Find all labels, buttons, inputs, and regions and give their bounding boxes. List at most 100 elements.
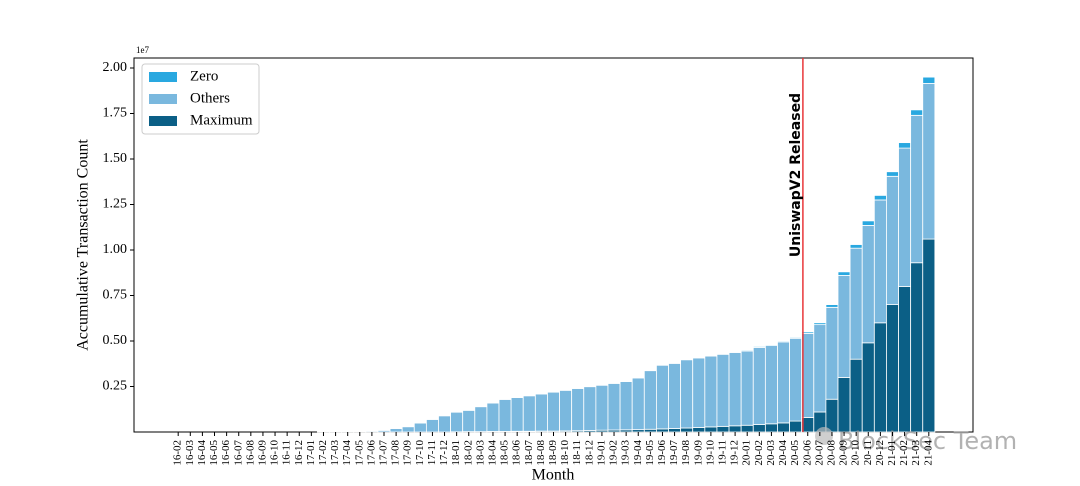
bar-segment bbox=[789, 420, 803, 433]
bar-segment bbox=[692, 427, 706, 433]
x-tick-label: 18-04 bbox=[486, 440, 498, 466]
bar-segment bbox=[668, 362, 682, 364]
x-tick-label: 17-08 bbox=[390, 440, 402, 466]
bar-segment bbox=[837, 377, 851, 433]
bar-segment bbox=[764, 345, 778, 425]
x-tick-label: 21-01 bbox=[886, 440, 898, 466]
y-tick-label: 0.25 bbox=[103, 379, 128, 394]
x-tick-label: 21-02 bbox=[898, 440, 910, 466]
bar-segment bbox=[825, 304, 839, 308]
legend-swatch bbox=[149, 94, 177, 104]
bar-segment bbox=[728, 351, 742, 353]
y-axis-label: Accumulative Transaction Count bbox=[75, 139, 92, 351]
bar-segment bbox=[752, 346, 766, 348]
x-tick-label: 19-01 bbox=[595, 440, 607, 466]
bar-segment bbox=[849, 244, 863, 249]
x-tick-label: 17-11 bbox=[426, 440, 438, 465]
bar-segment bbox=[401, 426, 415, 433]
bar-segment bbox=[450, 411, 464, 433]
x-tick-label: 19-12 bbox=[729, 440, 741, 466]
x-tick-label: 17-02 bbox=[317, 440, 329, 466]
bar-segment bbox=[716, 353, 730, 355]
bar-segment bbox=[886, 171, 899, 177]
bar-segment bbox=[777, 422, 790, 433]
bar-segment bbox=[898, 147, 912, 287]
bar-segment bbox=[607, 382, 621, 384]
x-tick-label: 18-01 bbox=[450, 440, 462, 466]
bar-segment bbox=[619, 381, 633, 431]
bar-segment bbox=[656, 428, 669, 433]
x-tick-label: 19-07 bbox=[668, 440, 680, 466]
bar-segment bbox=[595, 384, 609, 386]
y-tick-label: 0.50 bbox=[103, 333, 128, 348]
bars bbox=[317, 76, 936, 433]
x-tick-label: 17-04 bbox=[341, 440, 353, 466]
bar-segment bbox=[886, 304, 899, 433]
x-axis-label: Month bbox=[532, 467, 575, 484]
x-tick-label: 16-03 bbox=[184, 440, 196, 466]
legend-swatch bbox=[149, 116, 177, 126]
bar-segment bbox=[583, 386, 597, 431]
legend-label: Zero bbox=[190, 68, 218, 84]
bar-segment bbox=[643, 428, 657, 433]
watermark: BlockSec Team bbox=[838, 427, 1017, 455]
x-tick-label: 16-11 bbox=[281, 440, 293, 465]
bar-segment bbox=[680, 358, 694, 361]
y-offset-label: 1e7 bbox=[136, 45, 149, 55]
bar-segment bbox=[813, 324, 827, 413]
bar-segment bbox=[873, 199, 887, 324]
x-tick-label: 17-06 bbox=[365, 440, 377, 466]
bar-segment bbox=[704, 426, 718, 433]
bar-segment bbox=[752, 346, 766, 425]
x-tick-label: 19-03 bbox=[620, 440, 632, 466]
bar-segment bbox=[922, 76, 936, 84]
x-tick-label: 20-06 bbox=[801, 440, 813, 466]
bar-segment bbox=[861, 342, 875, 433]
bar-segment bbox=[740, 424, 754, 433]
bar-segment bbox=[619, 380, 633, 382]
bar-segment bbox=[752, 424, 766, 433]
x-tick-label: 18-07 bbox=[523, 440, 535, 466]
x-tick-label: 20-10 bbox=[850, 440, 862, 466]
y-tick-label: 1.50 bbox=[103, 151, 128, 166]
y-tick-label: 1.25 bbox=[103, 197, 128, 212]
x-tick-label: 19-05 bbox=[644, 440, 656, 466]
bar-segment bbox=[692, 356, 706, 359]
bar-segment bbox=[498, 399, 512, 432]
x-tick-label: 17-12 bbox=[438, 440, 450, 466]
x-tick-label: 19-04 bbox=[632, 440, 644, 466]
bar-segment bbox=[777, 340, 790, 343]
x-tick-label: 20-05 bbox=[789, 440, 801, 466]
x-tick-label: 16-02 bbox=[172, 440, 184, 466]
bar-segment bbox=[861, 225, 875, 344]
bar-segment bbox=[631, 377, 645, 379]
x-tick-label: 16-10 bbox=[269, 440, 281, 466]
x-tick-label: 20-04 bbox=[777, 440, 789, 466]
bar-segment bbox=[607, 383, 621, 431]
bar-segment bbox=[547, 391, 560, 432]
x-tick-label: 16-08 bbox=[244, 440, 256, 466]
y-tick-label: 0.75 bbox=[103, 288, 128, 303]
bar-segment bbox=[861, 220, 875, 226]
x-tick-label: 19-02 bbox=[608, 440, 620, 466]
bar-segment bbox=[595, 384, 609, 431]
bar-segment bbox=[341, 431, 355, 433]
bar-segment bbox=[425, 419, 439, 433]
x-tick-label: 19-11 bbox=[717, 440, 729, 465]
bar-segment bbox=[438, 415, 451, 433]
x-tick-label: 17-03 bbox=[329, 440, 341, 466]
watermark-icon bbox=[815, 427, 833, 445]
x-tick-label: 20-01 bbox=[741, 440, 753, 466]
bar-segment bbox=[740, 349, 754, 352]
x-tick-label: 18-10 bbox=[559, 440, 571, 466]
bar-segment bbox=[668, 362, 682, 429]
bar-segment bbox=[898, 142, 912, 149]
y-tick-label: 1.75 bbox=[103, 106, 128, 121]
x-tick-label: 18-09 bbox=[547, 440, 559, 466]
bar-segment bbox=[837, 271, 851, 276]
x-tick-label: 19-06 bbox=[656, 440, 668, 466]
bar-segment bbox=[740, 350, 754, 426]
legend-swatch bbox=[149, 72, 177, 82]
bar-segment bbox=[789, 336, 803, 339]
x-tick-label: 19-10 bbox=[704, 440, 716, 466]
